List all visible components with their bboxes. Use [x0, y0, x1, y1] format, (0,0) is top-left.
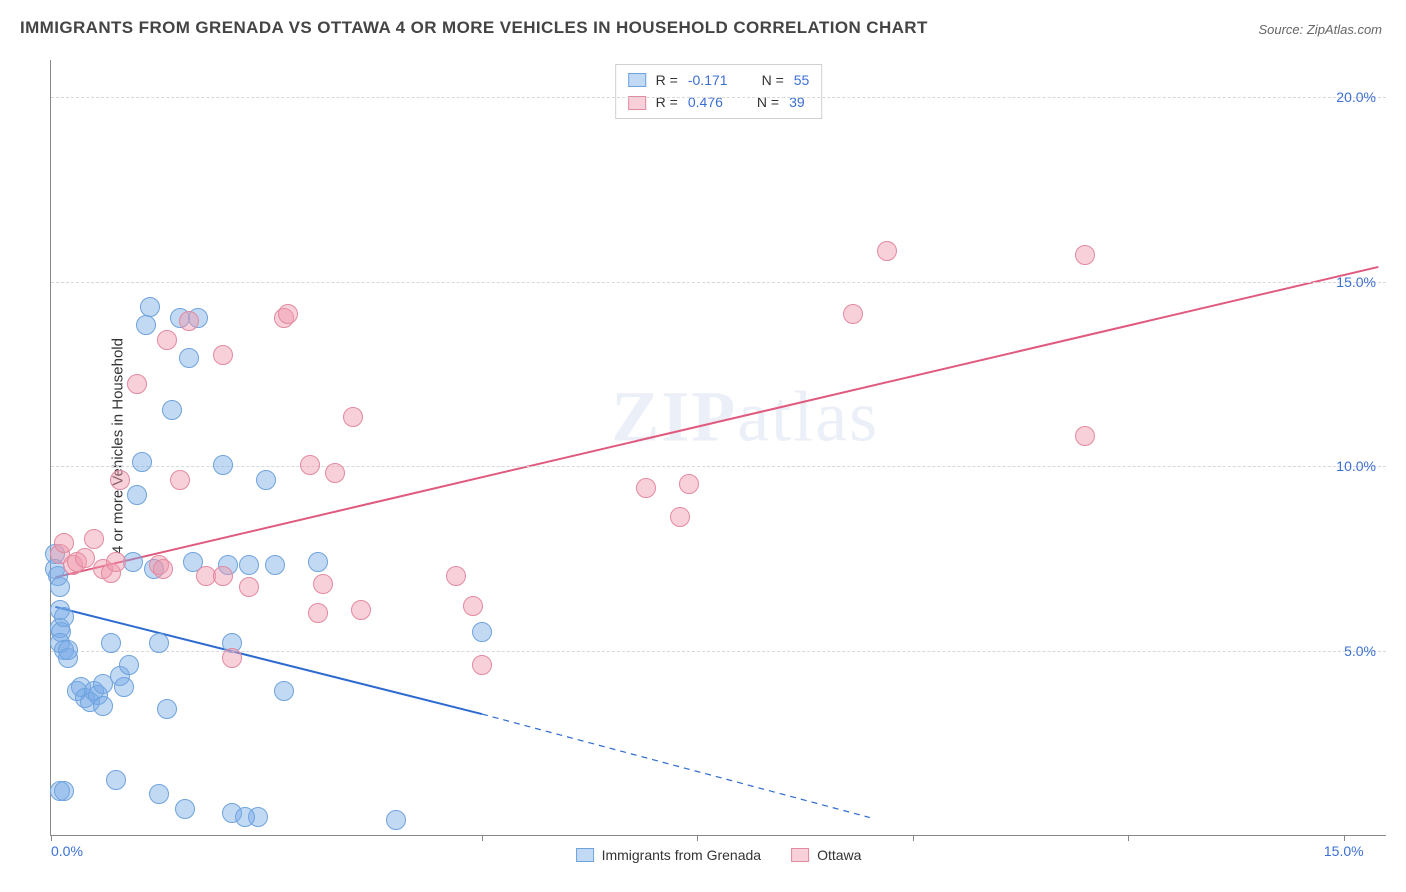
data-point-grenada [101, 633, 121, 653]
data-point-ottawa [877, 241, 897, 261]
data-point-ottawa [239, 577, 259, 597]
data-point-ottawa [222, 648, 242, 668]
data-point-ottawa [153, 559, 173, 579]
data-point-ottawa [213, 566, 233, 586]
data-point-ottawa [670, 507, 690, 527]
trend-extrap-grenada [482, 714, 870, 817]
data-point-grenada [235, 807, 255, 827]
trend-line-ottawa [55, 267, 1378, 577]
x-tick-mark [1344, 835, 1345, 841]
data-point-ottawa [636, 478, 656, 498]
data-point-grenada [157, 699, 177, 719]
y-tick-label: 10.0% [1336, 458, 1376, 474]
data-point-ottawa [157, 330, 177, 350]
data-point-grenada [93, 696, 113, 716]
legend-swatch-grenada [576, 848, 594, 862]
data-point-grenada [472, 622, 492, 642]
data-point-grenada [213, 455, 233, 475]
data-point-grenada [136, 315, 156, 335]
y-tick-label: 15.0% [1336, 274, 1376, 290]
data-point-grenada [50, 577, 70, 597]
data-point-grenada [54, 607, 74, 627]
data-point-grenada [149, 633, 169, 653]
data-point-ottawa [278, 304, 298, 324]
data-point-grenada [132, 452, 152, 472]
gridline [51, 466, 1386, 467]
x-tick-mark [913, 835, 914, 841]
data-point-grenada [127, 485, 147, 505]
data-point-ottawa [343, 407, 363, 427]
x-tick-mark [1128, 835, 1129, 841]
data-point-grenada [386, 810, 406, 830]
data-point-grenada [140, 297, 160, 317]
data-point-grenada [123, 552, 143, 572]
data-point-grenada [149, 784, 169, 804]
data-point-grenada [239, 555, 259, 575]
data-point-ottawa [843, 304, 863, 324]
legend-swatch-ottawa [791, 848, 809, 862]
data-point-ottawa [351, 600, 371, 620]
data-point-grenada [256, 470, 276, 490]
x-tick-label: 15.0% [1324, 843, 1364, 859]
data-point-grenada [179, 348, 199, 368]
chart-title: IMMIGRANTS FROM GRENADA VS OTTAWA 4 OR M… [20, 18, 928, 38]
data-point-grenada [54, 781, 74, 801]
data-point-ottawa [463, 596, 483, 616]
data-point-grenada [265, 555, 285, 575]
gridline [51, 282, 1386, 283]
data-point-ottawa [179, 311, 199, 331]
legend-item-ottawa: Ottawa [791, 847, 861, 863]
data-point-ottawa [325, 463, 345, 483]
data-point-ottawa [300, 455, 320, 475]
data-point-grenada [119, 655, 139, 675]
data-point-grenada [274, 681, 294, 701]
x-tick-mark [482, 835, 483, 841]
bottom-legend: Immigrants from Grenada Ottawa [576, 847, 862, 863]
x-tick-mark [697, 835, 698, 841]
data-point-ottawa [472, 655, 492, 675]
data-point-grenada [106, 770, 126, 790]
data-point-ottawa [127, 374, 147, 394]
data-point-ottawa [54, 533, 74, 553]
data-point-grenada [58, 640, 78, 660]
data-point-ottawa [446, 566, 466, 586]
data-point-ottawa [1075, 245, 1095, 265]
source-label: Source: ZipAtlas.com [1258, 22, 1382, 37]
data-point-ottawa [106, 552, 126, 572]
data-point-ottawa [170, 470, 190, 490]
data-point-grenada [308, 552, 328, 572]
legend-label: Ottawa [817, 847, 861, 863]
data-point-ottawa [1075, 426, 1095, 446]
gridline [51, 97, 1386, 98]
legend-item-grenada: Immigrants from Grenada [576, 847, 762, 863]
data-point-ottawa [213, 345, 233, 365]
data-point-grenada [175, 799, 195, 819]
data-point-ottawa [110, 470, 130, 490]
plot-area: ZIPatlas R = -0.171N = 55R = 0.476N = 39… [50, 60, 1386, 836]
data-point-ottawa [84, 529, 104, 549]
x-tick-label: 0.0% [51, 843, 83, 859]
x-tick-mark [51, 835, 52, 841]
data-point-ottawa [313, 574, 333, 594]
y-tick-label: 5.0% [1344, 643, 1376, 659]
gridline [51, 651, 1386, 652]
chart-container: IMMIGRANTS FROM GRENADA VS OTTAWA 4 OR M… [0, 0, 1406, 892]
data-point-grenada [162, 400, 182, 420]
data-point-grenada [114, 677, 134, 697]
data-point-ottawa [308, 603, 328, 623]
y-tick-label: 20.0% [1336, 89, 1376, 105]
trend-lines [51, 60, 1387, 836]
legend-label: Immigrants from Grenada [602, 847, 762, 863]
data-point-ottawa [679, 474, 699, 494]
